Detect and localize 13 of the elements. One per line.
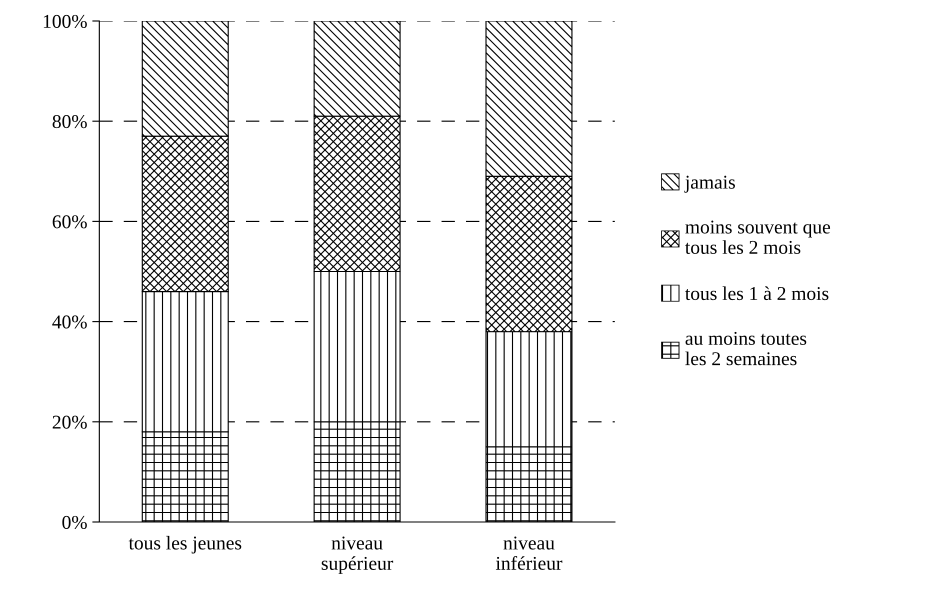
legend-label: moins souvent que tous les 2 mois [685,220,830,254]
y-tick-label: 20% [52,416,87,429]
y-tick-label: 100% [44,14,87,28]
x-tick-label: niveau inférieur [496,536,562,570]
y-tick-label: 40% [52,315,87,329]
x-tick-label: niveau supérieur [322,536,394,574]
y-tick-label: 0% [62,516,87,529]
legend-label: jamais [684,176,735,193]
legend-label: tous les 1 à 2 mois [685,286,828,300]
y-tick-label: 80% [52,115,87,128]
y-tick-label: 60% [52,215,87,228]
x-tick-label: tous les jeunes [128,536,242,554]
legend-label: au moins toutes les 2 semaines [685,332,806,366]
